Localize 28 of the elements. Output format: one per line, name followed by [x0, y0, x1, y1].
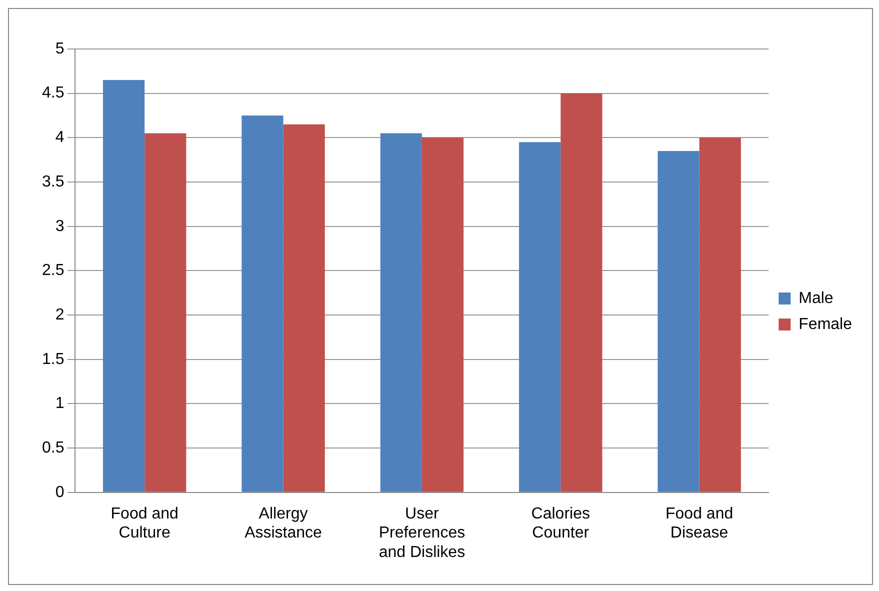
bar [560, 93, 602, 492]
y-tick-label: 0.5 [42, 439, 64, 456]
y-tick-label: 1.5 [42, 350, 64, 368]
legend-label: Male [798, 290, 834, 307]
bar [283, 124, 325, 492]
bar [144, 133, 186, 492]
bar [102, 80, 145, 492]
x-tick-label: Food and Culture [110, 505, 178, 542]
y-tick-label: 4.5 [42, 84, 64, 102]
x-tick-label: Calories Counter [531, 505, 590, 542]
bar [380, 133, 422, 492]
bar [699, 138, 741, 492]
bar [658, 150, 700, 492]
y-tick-label: 1 [55, 395, 64, 412]
x-tick-label: Food and Disease [666, 505, 734, 542]
y-tick-label: 4 [55, 129, 64, 146]
y-tick-label: 5 [55, 40, 64, 58]
y-tick-label: 3 [55, 218, 64, 235]
x-tick-label: Allergy Assistance [244, 505, 322, 542]
legend-label: Female [798, 316, 852, 333]
bar [422, 138, 464, 492]
x-tick-label: User Preferences and Dislikes [378, 505, 466, 561]
y-tick-label: 0 [55, 484, 64, 501]
y-tick-label: 2 [55, 306, 64, 324]
bar [519, 142, 561, 492]
bar [242, 116, 284, 492]
y-tick-label: 3.5 [42, 173, 64, 190]
y-tick-label: 2.5 [42, 262, 64, 280]
